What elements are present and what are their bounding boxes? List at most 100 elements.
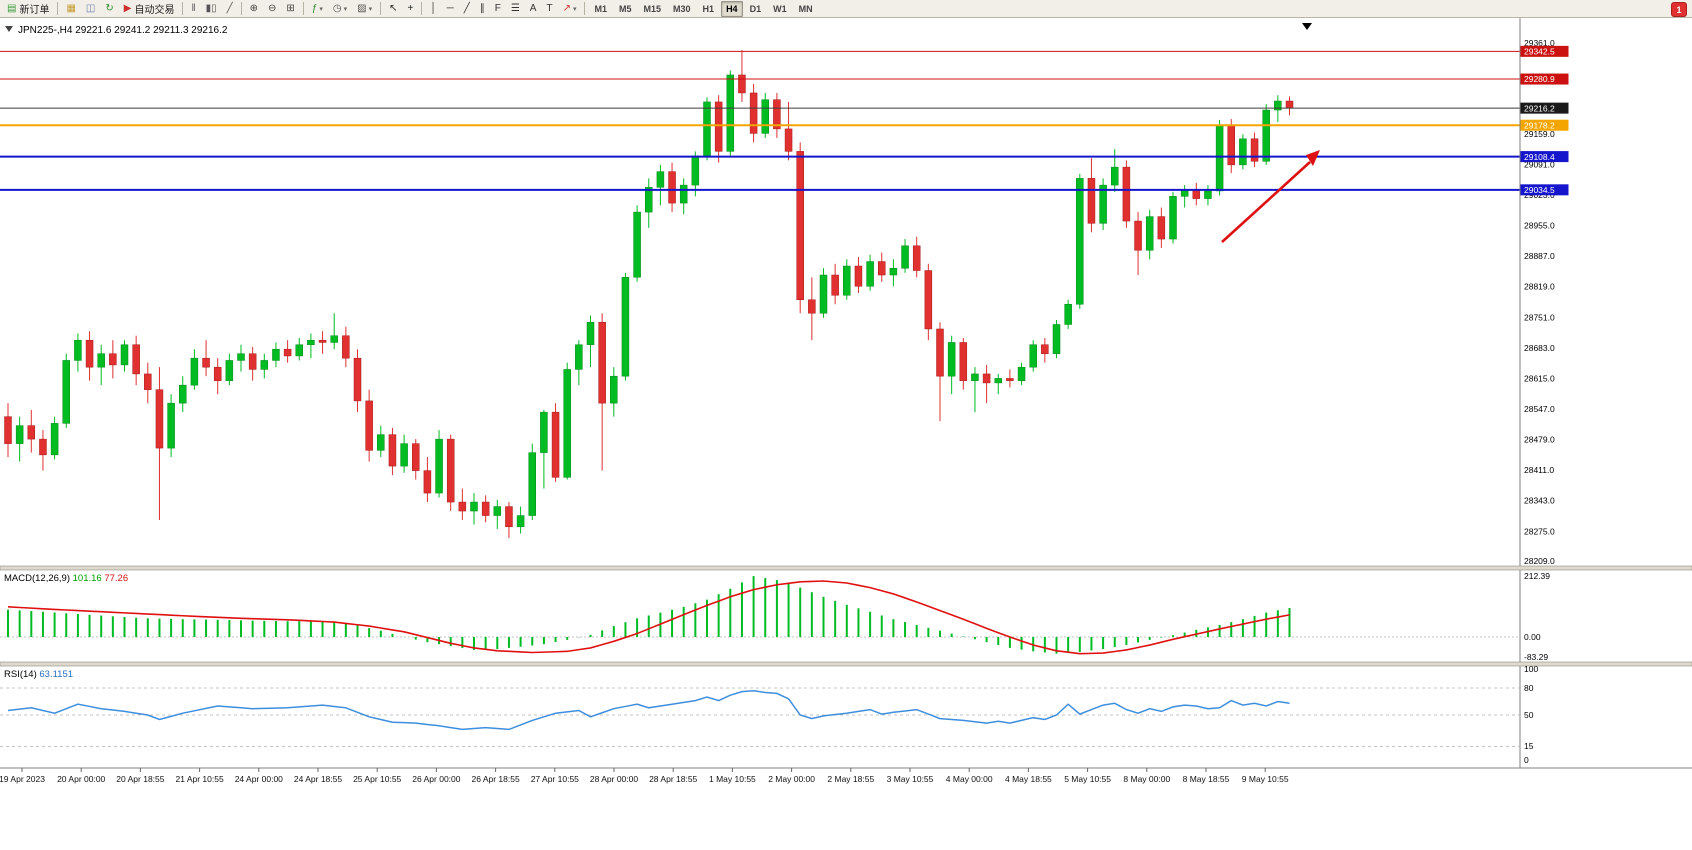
candle: [808, 277, 816, 341]
macd-label: MACD(12,26,9) 101.16 77.26: [4, 573, 128, 584]
zoom-in-button[interactable]: ⊕: [246, 0, 262, 17]
indicators-icon: ƒ: [311, 3, 318, 14]
candle: [668, 162, 676, 213]
timeframe-m15-button[interactable]: M15: [643, 3, 662, 14]
panel-splitter[interactable]: [0, 565, 1692, 571]
toolbar-separator: [57, 2, 59, 15]
candle: [1076, 173, 1084, 309]
cursor-icon: ↖: [389, 3, 398, 14]
time-axis-label: 3 May 10:55: [887, 774, 934, 784]
text-button[interactable]: A: [526, 0, 541, 17]
rsi-axis-label: 0: [1524, 755, 1529, 765]
svg-text:29178.2: 29178.2: [1524, 120, 1555, 130]
trendline-icon: ╱: [463, 3, 470, 14]
candle: [342, 326, 350, 368]
charts-grid-button[interactable]: ▦: [62, 0, 79, 17]
price-axis-label: 28479.0: [1524, 435, 1555, 445]
toolbar-separator: [421, 2, 423, 15]
channel-button[interactable]: ∥: [476, 0, 489, 17]
periods-icon: ◷: [332, 3, 342, 14]
fibonacci-button[interactable]: F: [491, 0, 505, 17]
candle: [598, 313, 606, 471]
time-axis-label: 24 Apr 18:55: [294, 774, 342, 784]
zoom-out-icon: ⊖: [268, 3, 277, 14]
refresh-icon: ↻: [105, 3, 114, 14]
candle: [458, 488, 467, 521]
candle: [889, 259, 898, 287]
horizontal-line-button[interactable]: ─: [443, 0, 458, 17]
cursor-button[interactable]: ↖: [385, 0, 401, 17]
candle: [1239, 134, 1247, 170]
candle: [493, 499, 502, 530]
candle: [74, 333, 82, 372]
candle: [971, 367, 979, 413]
candle: [854, 257, 863, 294]
candle: [1204, 185, 1212, 206]
arrows-button[interactable]: ↗ ▾: [559, 0, 581, 17]
refresh-button[interactable]: ↻: [101, 0, 117, 17]
grid-button[interactable]: ☰: [507, 0, 524, 17]
label-icon: T: [546, 3, 553, 14]
candle: [656, 164, 665, 206]
timeframe-m30-button[interactable]: M30: [673, 3, 691, 14]
candle: [1122, 160, 1131, 228]
candle: [62, 353, 70, 428]
candle: [377, 425, 385, 458]
vertical-line-button[interactable]: │: [426, 0, 440, 17]
indicators-button[interactable]: ƒ ▾: [308, 0, 327, 17]
trendline-button[interactable]: ╱: [460, 0, 474, 17]
timeframe-w1-button[interactable]: W1: [773, 3, 787, 14]
timeframe-h4-button[interactable]: H4: [721, 0, 743, 17]
trend-arrow[interactable]: [1221, 150, 1320, 243]
collapse-arrow-icon[interactable]: [5, 26, 13, 32]
candle: [248, 346, 257, 381]
candle: [773, 92, 781, 138]
bar-chart-button[interactable]: ‖: [187, 0, 199, 17]
tile-windows-button[interactable]: ⊞: [282, 0, 298, 17]
candle: [994, 373, 1002, 395]
panel-splitter[interactable]: [0, 661, 1692, 667]
toolbar-separator: [302, 2, 304, 15]
time-axis-label: 4 May 18:55: [1005, 774, 1052, 784]
candle: [39, 430, 47, 471]
candle: [260, 353, 269, 379]
candle: [633, 205, 641, 282]
candle: [1099, 178, 1107, 231]
chart-window[interactable]: JPN225-,H4 29221.6 29241.2 29211.3 29216…: [0, 18, 1692, 850]
candle: [726, 70, 735, 156]
timeframe-mn-button[interactable]: MN: [798, 3, 813, 14]
timeframe-m1-button[interactable]: M1: [594, 3, 607, 14]
timeframe-h1-button[interactable]: H1: [702, 3, 715, 14]
svg-text:29342.5: 29342.5: [1524, 47, 1555, 57]
candle: [318, 331, 327, 354]
crosshair-button[interactable]: +: [404, 0, 418, 17]
timeframe-d1-button[interactable]: D1: [749, 3, 762, 14]
time-axis-label: 26 Apr 00:00: [412, 774, 460, 784]
label-button[interactable]: T: [542, 0, 556, 17]
macd-axis-label: 0.00: [1524, 632, 1541, 642]
profiles-button[interactable]: ◫: [82, 0, 99, 17]
chart-shift-marker-icon[interactable]: [1302, 23, 1312, 30]
candle: [749, 83, 758, 143]
candle: [388, 427, 397, 476]
time-axis-label: 26 Apr 18:55: [471, 774, 519, 784]
candle: [912, 236, 921, 278]
line-chart-button[interactable]: ╱: [223, 0, 237, 17]
arrows-icon: ↗: [562, 3, 571, 14]
rsi-axis-label: 80: [1524, 683, 1534, 693]
zoom-out-button[interactable]: ⊖: [264, 0, 280, 17]
templates-button[interactable]: ▨ ▾: [353, 0, 376, 17]
autotrade-button[interactable]: ▶ 自动交易: [120, 0, 179, 17]
timeframe-m5-button[interactable]: M5: [619, 3, 632, 14]
new-order-button[interactable]: ▤ 新订单: [3, 0, 53, 17]
candle: [924, 263, 933, 341]
candles-layer: [4, 50, 1294, 539]
price-axis-label: 29159.0: [1524, 129, 1555, 139]
candle: [307, 333, 315, 359]
chart-canvas[interactable]: JPN225-,H4 29221.6 29241.2 29211.3 29216…: [0, 18, 1692, 850]
svg-text:29034.5: 29034.5: [1524, 185, 1555, 195]
candlestick-button[interactable]: ▮▯: [202, 0, 221, 17]
notification-badge[interactable]: 1: [1671, 2, 1687, 17]
periods-button[interactable]: ◷ ▾: [329, 0, 351, 17]
candle: [1169, 191, 1177, 244]
